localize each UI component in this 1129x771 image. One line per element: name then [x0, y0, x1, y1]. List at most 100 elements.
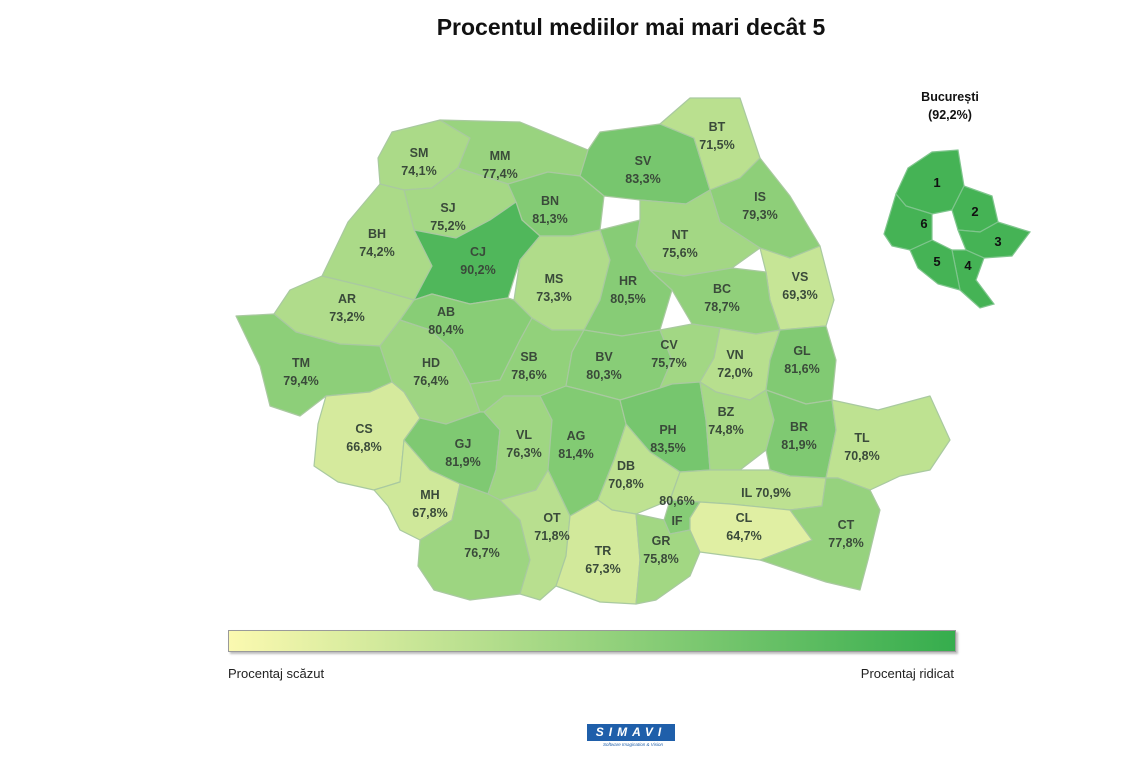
- county-value-tm: 79,4%: [283, 374, 318, 388]
- bucharest-sector-label-1: 1: [933, 175, 940, 190]
- county-code-bt: BT: [709, 120, 726, 134]
- county-value-is: 79,3%: [742, 208, 777, 222]
- county-code-hr: HR: [619, 274, 637, 288]
- county-value-cv: 75,7%: [651, 356, 686, 370]
- county-code-bc: BC: [713, 282, 731, 296]
- logo-wordmark: SIMAVI: [587, 724, 675, 741]
- bucharest-sector-label-5: 5: [933, 254, 940, 269]
- county-value-br: 81,9%: [781, 438, 816, 452]
- county-code-vn: VN: [726, 348, 743, 362]
- county-code-cj: CJ: [470, 245, 486, 259]
- county-value-gl: 81,6%: [784, 362, 819, 376]
- county-value-hr: 80,5%: [610, 292, 645, 306]
- county-value-ag: 81,4%: [558, 447, 593, 461]
- county-value-mm: 77,4%: [482, 167, 517, 181]
- county-value-tl: 70,8%: [844, 449, 879, 463]
- county-code-bn: BN: [541, 194, 559, 208]
- county-code-tr: TR: [595, 544, 612, 558]
- county-br: [765, 389, 837, 479]
- map-title: Procentul mediilor mai mari decât 5: [436, 14, 826, 40]
- county-code-ag: AG: [567, 429, 586, 443]
- county-code-gj: GJ: [455, 437, 472, 451]
- county-value-cl: 64,7%: [726, 529, 761, 543]
- county-code-sj: SJ: [440, 201, 455, 215]
- county-value-nt: 75,6%: [662, 246, 697, 260]
- county-value-ot: 71,8%: [534, 529, 569, 543]
- county-code-tm: TM: [292, 356, 310, 370]
- county-value-dj: 76,7%: [464, 546, 499, 560]
- county-value-mh: 67,8%: [412, 506, 447, 520]
- bucharest-value: (92,2%): [928, 108, 972, 122]
- legend-high-label: Procentaj ridicat: [860, 666, 954, 681]
- county-value-sm: 74,1%: [401, 164, 436, 178]
- bucharest-sector-label-6: 6: [920, 216, 927, 231]
- bucharest-name: București: [921, 90, 979, 104]
- county-code-nt: NT: [672, 228, 689, 242]
- county-code-vs: VS: [792, 270, 809, 284]
- county-code-vl: VL: [516, 428, 532, 442]
- county-code-ct: CT: [838, 518, 855, 532]
- county-ct: [759, 477, 881, 591]
- legend-low-label: Procentaj scăzut: [228, 666, 325, 681]
- county-value-ct: 77,8%: [828, 536, 863, 550]
- county-code-ph: PH: [659, 423, 676, 437]
- bucharest-sector-6: [883, 192, 933, 251]
- county-code-gr: GR: [652, 534, 671, 548]
- bucharest-sector-label-2: 2: [971, 204, 978, 219]
- county-value-ms: 73,3%: [536, 290, 571, 304]
- county-code-gl: GL: [793, 344, 811, 358]
- county-code-ar: AR: [338, 292, 356, 306]
- county-value-bz: 74,8%: [708, 423, 743, 437]
- county-code-sb: SB: [520, 350, 537, 364]
- county-value-sv: 83,3%: [625, 172, 660, 186]
- county-code-if: IF: [671, 514, 682, 528]
- county-value-tr: 67,3%: [585, 562, 620, 576]
- county-tl: [825, 395, 951, 491]
- county-value-vn: 72,0%: [717, 366, 752, 380]
- county-code-mm: MM: [490, 149, 511, 163]
- county-value-bh: 74,2%: [359, 245, 394, 259]
- county-code-ot: OT: [543, 511, 561, 525]
- county-value-gr: 75,8%: [643, 552, 678, 566]
- county-code-sv: SV: [635, 154, 652, 168]
- county-value-vl: 76,3%: [506, 446, 541, 460]
- simavi-logo: SIMAVI Software Imagination & Vision: [587, 724, 679, 747]
- county-code-sm: SM: [410, 146, 429, 160]
- county-value-ab: 80,4%: [428, 323, 463, 337]
- county-value-hd: 76,4%: [413, 374, 448, 388]
- logo-tagline: Software Imagination & Vision: [603, 742, 663, 747]
- county-value-bt: 71,5%: [699, 138, 734, 152]
- county-value-bv: 80,3%: [586, 368, 621, 382]
- county-code-db: DB: [617, 459, 635, 473]
- county-gr: [635, 513, 701, 605]
- county-code-ab: AB: [437, 305, 455, 319]
- county-value-cs: 66,8%: [346, 440, 381, 454]
- bucharest-sector-4: [951, 249, 996, 309]
- county-code-cs: CS: [355, 422, 372, 436]
- county-code-tl: TL: [854, 431, 870, 445]
- county-value-sj: 75,2%: [430, 219, 465, 233]
- county-code-hd: HD: [422, 356, 440, 370]
- county-code-cl: CL: [736, 511, 753, 525]
- county-value-bn: 81,3%: [532, 212, 567, 226]
- county-value-ph: 83,5%: [650, 441, 685, 455]
- county-value-ar: 73,2%: [329, 310, 364, 324]
- county-value-cj: 90,2%: [460, 263, 495, 277]
- county-value-sb: 78,6%: [511, 368, 546, 382]
- county-value-if: 80,6%: [659, 494, 694, 508]
- county-label-il: IL 70,9%: [741, 486, 791, 500]
- color-scale-bar: [228, 630, 956, 652]
- county-code-bz: BZ: [718, 405, 735, 419]
- county-code-ms: MS: [545, 272, 564, 286]
- county-value-gj: 81,9%: [445, 455, 480, 469]
- county-code-dj: DJ: [474, 528, 490, 542]
- county-value-vs: 69,3%: [782, 288, 817, 302]
- county-code-br: BR: [790, 420, 808, 434]
- county-value-bc: 78,7%: [704, 300, 739, 314]
- county-code-bv: BV: [595, 350, 613, 364]
- county-code-bh: BH: [368, 227, 386, 241]
- county-value-db: 70,8%: [608, 477, 643, 491]
- county-code-is: IS: [754, 190, 766, 204]
- bucharest-sector-label-3: 3: [994, 234, 1001, 249]
